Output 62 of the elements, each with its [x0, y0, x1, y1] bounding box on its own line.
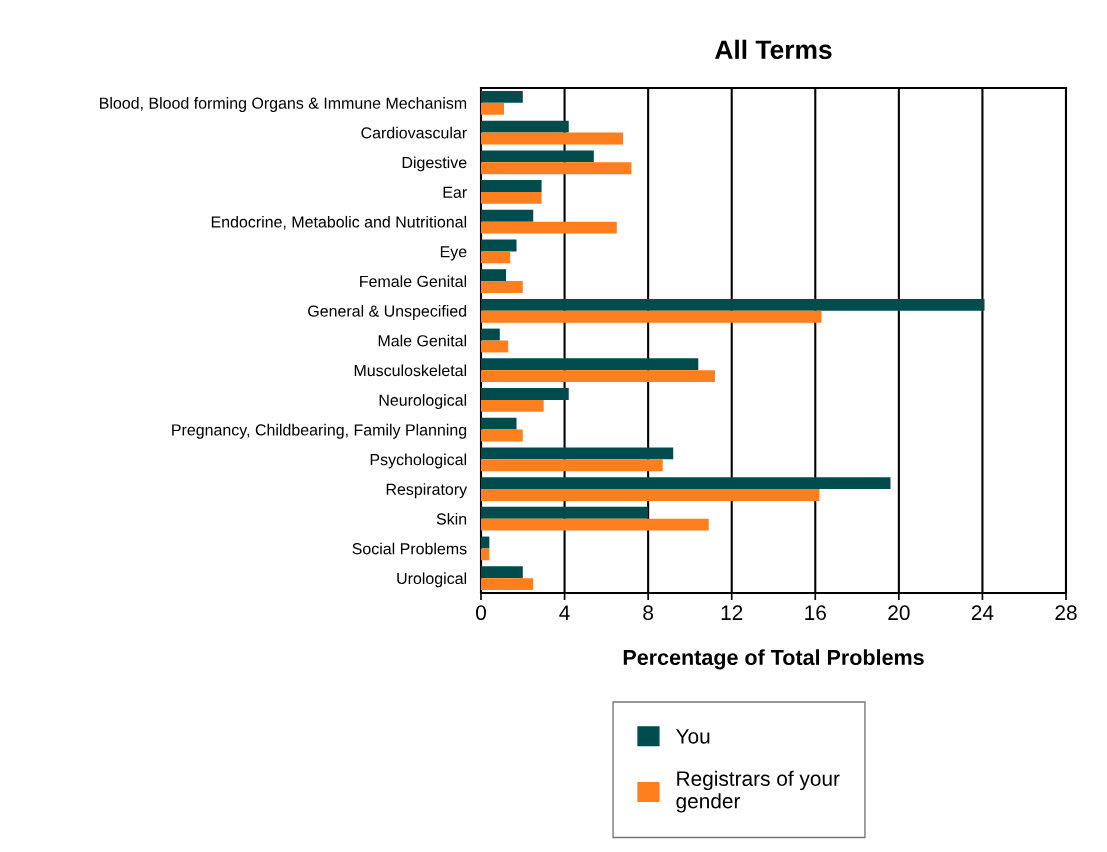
bar [481, 459, 663, 472]
y-tick-label: Digestive [402, 156, 467, 172]
bar [481, 370, 715, 383]
y-tick-label: Skin [436, 512, 467, 525]
bar [481, 429, 523, 442]
x-tick-label: 20 [888, 605, 910, 621]
y-tick-label: Eye [440, 246, 467, 261]
x-tick-label: 8 [643, 605, 654, 621]
bar [481, 340, 509, 353]
bar [481, 90, 523, 103]
x-tick-label: 4 [559, 605, 570, 620]
x-tick-label: 28 [1055, 605, 1077, 621]
bar [481, 548, 490, 561]
bar [481, 150, 594, 163]
bar [481, 239, 517, 252]
y-tick-label: General & Unspecified [308, 305, 467, 320]
x-tick-label: 16 [805, 605, 826, 621]
x-axis-title: Percentage of Total Problems [623, 649, 924, 670]
y-tick-label: Male Genital [378, 334, 467, 347]
x-tick-label: 0 [476, 605, 486, 621]
y-tick-label: Respiratory [386, 483, 468, 499]
bar [481, 102, 504, 115]
bar [481, 399, 544, 412]
y-tick-label: Musculoskeletal [354, 364, 467, 377]
legend-label: You [676, 729, 710, 744]
bar [481, 388, 569, 400]
y-tick-label: Pregnancy, Childbearing, Family Planning [172, 423, 467, 439]
bar [481, 477, 891, 490]
y-tick-label: Social Problems [352, 542, 467, 555]
bar [481, 120, 569, 133]
bar [481, 310, 822, 323]
x-tick-label: 24 [971, 605, 994, 620]
bar [481, 162, 632, 175]
bar [481, 566, 523, 579]
y-tick-label: Urological [397, 572, 467, 588]
y-tick-label: Neurological [379, 394, 467, 410]
y-tick-label: Female Genital [360, 275, 467, 288]
y-tick-label: Endocrine, Metabolic and Nutritional [211, 215, 467, 230]
y-tick-label: Cardiovascular [361, 126, 467, 139]
bar [481, 191, 542, 204]
bar [481, 298, 985, 311]
bar [481, 506, 649, 519]
bar [481, 221, 617, 234]
bar [481, 251, 511, 264]
y-tick-label: Psychological [370, 453, 467, 469]
bar [481, 489, 820, 501]
bar [481, 417, 517, 430]
bar [481, 209, 534, 222]
y-tick-label: Blood, Blood forming Organs & Immune Mechanism [100, 97, 467, 112]
y-tick-label: Ear [443, 186, 467, 198]
bar [481, 518, 709, 531]
x-tick-label: 12 [721, 605, 743, 620]
bar [481, 447, 674, 460]
bar [481, 328, 500, 341]
chart-title: All Terms [715, 39, 832, 60]
bar [481, 132, 624, 145]
bar [481, 578, 534, 591]
bar [481, 269, 507, 282]
bar [481, 180, 542, 192]
bar [481, 358, 699, 371]
legend-label: Registrars of your gender [676, 770, 840, 813]
bar [481, 281, 523, 293]
